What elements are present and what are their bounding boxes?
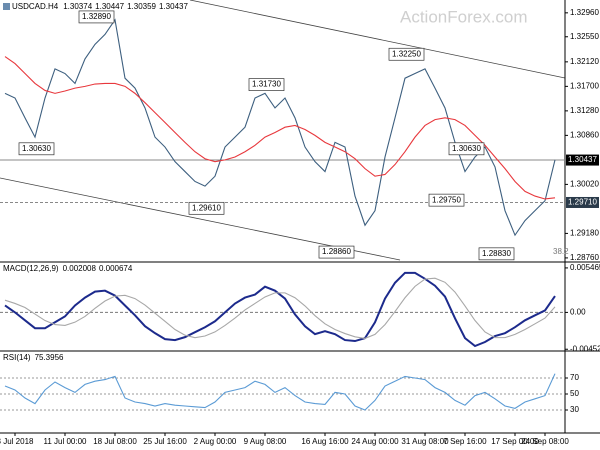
x-tick-label: 24 Sep 08:00	[521, 437, 569, 446]
y-tick-label: 1.32550	[570, 32, 599, 41]
quote-value: 1.30374	[63, 2, 92, 11]
x-tick-label: 9 Aug 08:00	[244, 437, 287, 446]
x-tick-label: 31 Aug 08:00	[401, 437, 449, 446]
y-tick-label: 1.31700	[570, 81, 599, 90]
pivot-label: 1.28860	[322, 247, 351, 256]
pivot-label: 1.31730	[252, 80, 281, 89]
pivot-box	[478, 247, 515, 261]
pivot-box	[388, 47, 425, 61]
fib-label: 38.2	[553, 247, 569, 256]
indicator-value: 0.002008	[63, 264, 97, 273]
series-line	[4, 271, 556, 348]
x-tick-label: 17 Sep 00:00	[491, 437, 539, 446]
y-tick-label: 30	[570, 405, 579, 414]
y-tick-label: -0.004527	[570, 344, 600, 353]
y-tick-label: 1.32120	[570, 57, 599, 66]
y-tick-label: 1.29180	[570, 229, 599, 238]
pivot-label: 1.29610	[192, 203, 221, 212]
panel-header: USDCAD.H4 1.30374 1.30447 1.30359 1.30437	[12, 2, 188, 11]
panel-title: RSI(14)	[3, 353, 31, 362]
panel-title: USDCAD.H4	[12, 2, 59, 11]
x-tick-label: 7 Sep 16:00	[443, 437, 487, 446]
pivot-label: 1.32890	[82, 12, 111, 21]
y-tick-label: 1.30860	[570, 130, 599, 139]
x-tick-label: 24 Aug 00:00	[351, 437, 399, 446]
series-line	[4, 56, 556, 200]
pivot-box	[18, 142, 55, 156]
pivot-box	[318, 245, 355, 259]
price-tag	[566, 196, 599, 208]
symbol-icon	[3, 3, 10, 10]
y-tick-label: 70	[570, 373, 579, 382]
indicator-value: 0.000674	[99, 264, 133, 273]
pivot-box	[78, 10, 115, 24]
watermark: ActionForex.com	[400, 7, 528, 26]
x-tick-label: 16 Aug 16:00	[301, 437, 349, 446]
y-tick-label: 1.28760	[570, 253, 599, 262]
y-tick-label: 1.32960	[570, 8, 599, 17]
pivot-box	[188, 201, 225, 215]
series-line	[4, 277, 556, 340]
series-line	[4, 18, 556, 237]
pivot-box	[448, 142, 485, 156]
pivot-box	[248, 78, 285, 91]
series-line	[4, 373, 556, 411]
x-tick-label: 2 Aug 00:00	[194, 437, 237, 446]
panel-header: MACD(12,26,9) 0.002008 0.000674	[3, 264, 133, 273]
x-tick-label: 11 Jul 00:00	[44, 437, 88, 446]
pivot-label: 1.29750	[432, 195, 461, 204]
pivot-label: 1.30630	[452, 144, 481, 153]
indicator-value: 75.3956	[35, 353, 64, 362]
x-tick-label: 25 Jul 16:00	[143, 437, 187, 446]
quote-value: 1.30447	[95, 2, 124, 11]
channel-upper	[189, 0, 566, 79]
pivot-label: 1.28830	[482, 249, 511, 258]
y-tick-label: 1.31280	[570, 106, 599, 115]
pivot-box	[428, 193, 465, 207]
y-tick-label: 0.005465	[570, 263, 600, 272]
y-tick-label: 50	[570, 389, 579, 398]
y-tick-label: 0.00	[570, 308, 586, 317]
panel-header: RSI(14) 75.3956	[3, 353, 64, 362]
pivot-label: 1.30630	[22, 144, 51, 153]
quote-value: 1.30437	[159, 2, 188, 11]
x-tick-label: 18 Jul 08:00	[93, 437, 137, 446]
y-tick-label: 1.30020	[570, 180, 599, 189]
pivot-label: 1.32250	[392, 49, 421, 58]
price-tag-label: 1.29710	[568, 198, 597, 207]
x-tick-label: 3 Jul 2018	[0, 437, 34, 446]
price-tag	[566, 154, 599, 166]
quote-value: 1.30359	[127, 2, 156, 11]
price-tag-label: 1.30437	[568, 155, 597, 164]
panel-title: MACD(12,26,9)	[3, 264, 59, 273]
